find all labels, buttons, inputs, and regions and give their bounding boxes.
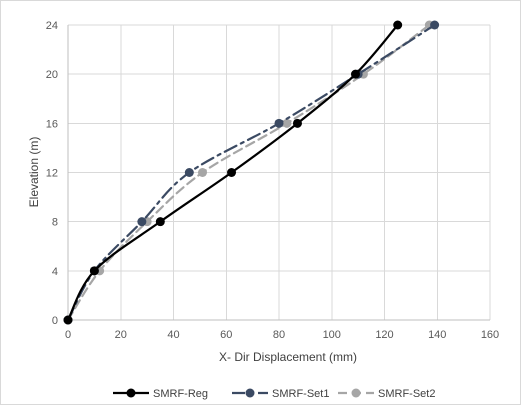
y-tick-label: 0 bbox=[52, 315, 58, 327]
data-point bbox=[89, 266, 99, 276]
data-point bbox=[274, 118, 284, 128]
x-tick-label: 80 bbox=[273, 329, 285, 341]
y-axis-title: Elevation (m) bbox=[27, 137, 41, 208]
data-point bbox=[184, 168, 194, 177]
legend-label: SMRF-Set2 bbox=[378, 388, 435, 400]
series-smrf-reg bbox=[63, 20, 403, 325]
legend-item: SMRF-Set2 bbox=[338, 388, 435, 400]
legend-marker bbox=[245, 388, 255, 398]
x-tick-label: 40 bbox=[167, 329, 179, 341]
data-point bbox=[393, 20, 403, 30]
y-tick-label: 20 bbox=[46, 69, 58, 81]
data-point bbox=[292, 118, 302, 128]
data-point bbox=[227, 168, 237, 177]
data-point bbox=[63, 315, 73, 325]
x-tick-label: 120 bbox=[375, 329, 393, 341]
data-point bbox=[430, 20, 440, 30]
x-tick-label: 0 bbox=[65, 329, 71, 341]
y-tick-label: 4 bbox=[52, 266, 58, 278]
data-point bbox=[198, 168, 208, 177]
data-point bbox=[282, 118, 292, 128]
data-series bbox=[63, 20, 440, 325]
data-point bbox=[155, 217, 165, 227]
gridlines bbox=[68, 24, 491, 320]
legend-item: SMRF-Set1 bbox=[232, 388, 329, 400]
legend-marker bbox=[351, 388, 361, 398]
y-tick-label: 12 bbox=[46, 168, 58, 180]
data-point bbox=[350, 69, 360, 79]
x-tick-label: 100 bbox=[323, 329, 341, 341]
x-tick-label: 140 bbox=[428, 329, 446, 341]
y-tick-label: 16 bbox=[46, 118, 58, 130]
x-tick-label: 160 bbox=[481, 329, 499, 341]
y-tick-label: 24 bbox=[46, 20, 58, 32]
x-axis-title: X- Dir Displacement (mm) bbox=[219, 350, 357, 364]
x-tick-label: 20 bbox=[115, 329, 127, 341]
legend-label: SMRF-Reg bbox=[153, 388, 208, 400]
legend: SMRF-Reg SMRF-Set1 SMRF-Set2 bbox=[113, 388, 435, 400]
data-point bbox=[137, 217, 147, 227]
legend-label: SMRF-Set1 bbox=[272, 388, 329, 400]
tick-labels: 0 20 40 60 80 100 120 140 160 0 4 8 12 16 20 24 bbox=[46, 20, 499, 341]
x-tick-label: 60 bbox=[220, 329, 232, 341]
legend-item: SMRF-Reg bbox=[113, 388, 208, 400]
y-tick-label: 8 bbox=[52, 217, 58, 229]
axes bbox=[67, 25, 490, 321]
legend-marker bbox=[126, 388, 136, 398]
